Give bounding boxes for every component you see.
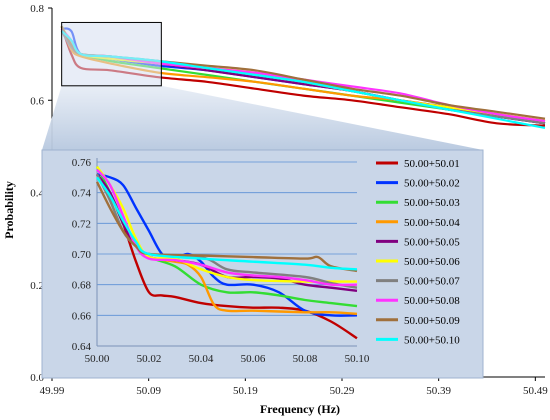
x-tick-label: 50.09 bbox=[136, 385, 161, 397]
x-tick-label: 50.19 bbox=[233, 385, 258, 397]
inset-x-tick-label: 50.10 bbox=[345, 353, 370, 365]
x-axis-title: Frequency (Hz) bbox=[260, 402, 340, 416]
x-tick-label: 49.99 bbox=[40, 385, 65, 397]
inset-series-line bbox=[95, 181, 358, 273]
inset-x-tick-label: 50.06 bbox=[241, 353, 266, 365]
legend-entry-label: 50.00+50.05 bbox=[404, 236, 460, 248]
zoom-connector bbox=[42, 85, 483, 150]
inset-plot-area: 0.64 0.66 0.68 0.70 0.72 0.74 0.76 50.00 50.02 50… bbox=[41, 149, 484, 379]
inset-y-tick-label: 0.66 bbox=[72, 310, 92, 322]
inset-y-tick-label: 0.64 bbox=[72, 341, 92, 353]
inset-y-tick-label: 0.68 bbox=[72, 280, 92, 292]
x-tick-label: 50.49 bbox=[523, 385, 548, 397]
inset-x-tick-label: 50.08 bbox=[293, 353, 318, 365]
x-tick-label: 50.29 bbox=[330, 385, 355, 397]
zoom-region-box bbox=[61, 21, 162, 87]
legend-entry-label: 50.00+50.01 bbox=[404, 158, 460, 170]
legend-entry-label: 50.00+50.07 bbox=[404, 276, 460, 288]
inset-y-tick-label: 0.74 bbox=[72, 188, 92, 200]
inset-x-tick-label: 50.00 bbox=[85, 353, 110, 365]
y-tick-label: 0.4 bbox=[30, 188, 44, 200]
x-tick-label: 50.39 bbox=[426, 385, 451, 397]
legend-entry-label: 50.00+50.03 bbox=[404, 197, 460, 209]
inset-series-line bbox=[96, 176, 358, 271]
legend-entry-label: 50.00+50.08 bbox=[404, 295, 460, 307]
legend-entry-label: 50.00+50.06 bbox=[404, 256, 460, 268]
legend-entry-label: 50.00+50.04 bbox=[404, 217, 460, 229]
inset-y-tick-label: 0.76 bbox=[72, 157, 92, 169]
inset-x-tick-label: 50.02 bbox=[137, 353, 162, 365]
y-tick-label: 0.6 bbox=[30, 95, 44, 107]
y-tick-label: 0.8 bbox=[30, 3, 44, 15]
zoom-callout bbox=[42, 21, 483, 150]
y-tick-label: 0.0 bbox=[30, 372, 44, 384]
legend-entry-label: 50.00+50.02 bbox=[404, 178, 460, 190]
inset-series-line bbox=[96, 168, 358, 287]
inset-background bbox=[41, 149, 484, 379]
legend: 50.00+50.01 50.00+50.02 50.00+50.03 50.00+5… bbox=[376, 158, 460, 346]
inset-y-tick-label: 0.72 bbox=[72, 218, 91, 230]
y-tick-label: 0.2 bbox=[30, 280, 44, 292]
legend-entry-label: 50.00+50.09 bbox=[404, 315, 460, 327]
y-axis-title: Probability bbox=[2, 181, 16, 239]
inset-y-tick-label: 0.70 bbox=[72, 249, 92, 261]
inset-x-tick-label: 50.04 bbox=[189, 353, 214, 365]
legend-entry-label: 50.00+50.10 bbox=[404, 334, 460, 346]
